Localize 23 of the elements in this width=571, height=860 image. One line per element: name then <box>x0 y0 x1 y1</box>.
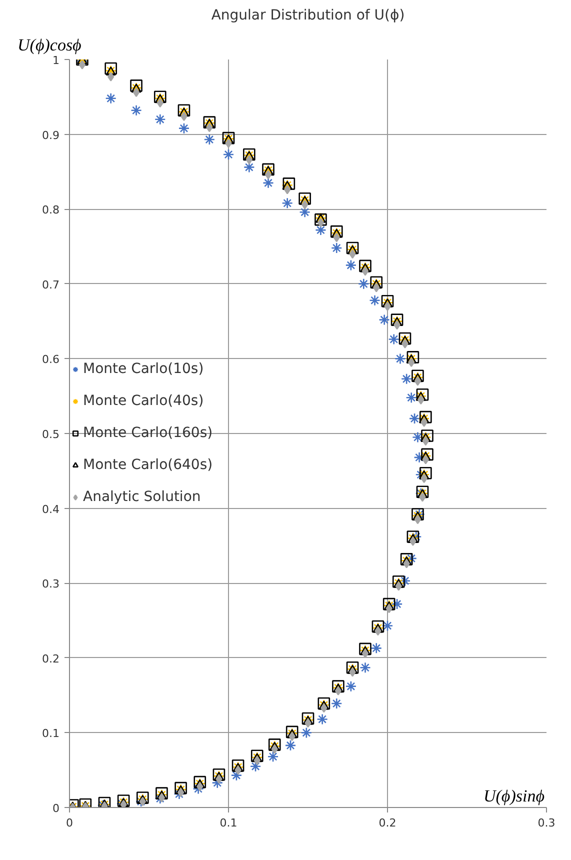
legend-label: Analytic Solution <box>83 489 201 505</box>
x-tick-label: 0.1 <box>220 816 238 830</box>
x-tick-label: 0.2 <box>378 816 396 830</box>
y-tick-label: 0 <box>52 802 60 815</box>
legend-label: Monte Carlo(160s) <box>83 425 213 441</box>
y-tick-label: 0.9 <box>42 128 60 142</box>
y-tick-label: 0.8 <box>42 204 60 217</box>
y-axis-title: U(ϕ)cosϕ <box>18 36 82 54</box>
x-tick-label: 0 <box>66 816 73 830</box>
legend-label: Monte Carlo(40s) <box>83 393 204 409</box>
y-tick-label: 0.3 <box>42 578 60 591</box>
y-tick-label: 0.7 <box>42 278 60 292</box>
legend-label: Monte Carlo(10s) <box>83 361 204 377</box>
y-tick-label: 0.5 <box>42 428 60 441</box>
y-tick-label: 1 <box>52 54 60 67</box>
chart-title: Angular Distribution of U(ϕ) <box>211 8 405 24</box>
y-tick-label: 0.4 <box>42 502 60 516</box>
legend-label: Monte Carlo(640s) <box>83 457 213 473</box>
x-tick-label: 0.3 <box>538 816 556 830</box>
x-axis-title: U(ϕ)sinϕ <box>483 786 545 806</box>
y-tick-label: 0.2 <box>42 652 60 666</box>
y-tick-label: 0.1 <box>42 727 60 740</box>
y-tick-label: 0.6 <box>42 353 60 366</box>
